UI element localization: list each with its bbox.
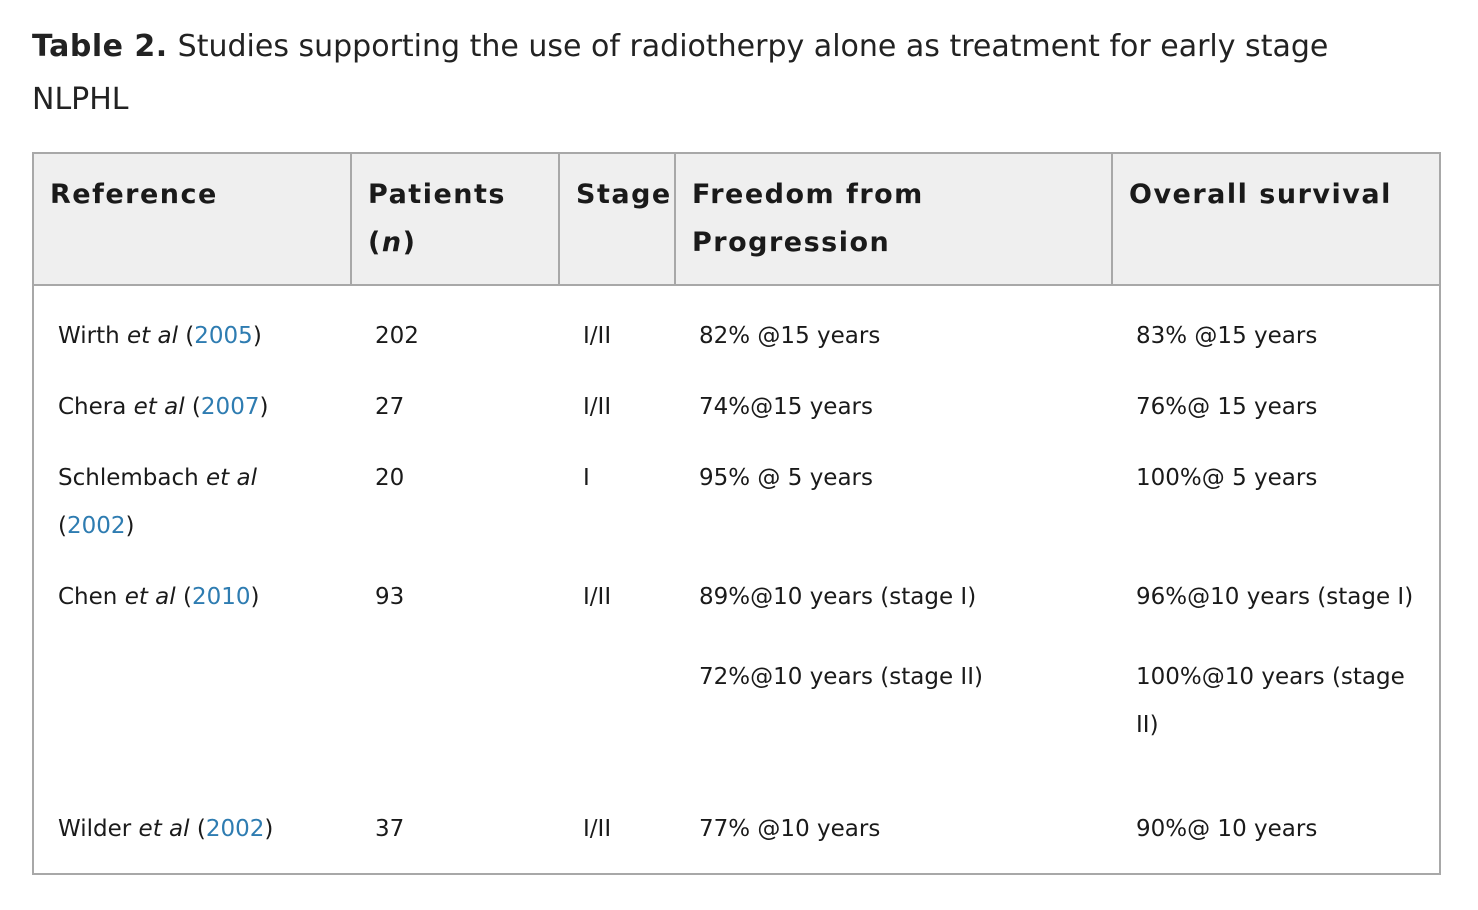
cell-patients: 37: [375, 816, 405, 842]
author: Wirth: [58, 323, 127, 349]
cell-stage: I: [583, 465, 590, 491]
cell-os: 100%@10 years (stage II): [1136, 664, 1405, 738]
cell-stage: [559, 653, 675, 805]
cell-reference: Wirth et al (2005): [58, 323, 262, 349]
year-link[interactable]: 2010: [191, 584, 251, 610]
cell-reference: [34, 653, 351, 805]
author: Chera: [58, 394, 134, 420]
cell-stage: I/II: [583, 816, 612, 842]
header-patients-n: n: [381, 227, 403, 258]
cell-stage: I/II: [583, 394, 612, 420]
cell-ffp: 82% @15 years: [699, 323, 881, 349]
header-patients: Patients (n): [351, 154, 560, 286]
cell-patients: 20: [375, 465, 405, 491]
cell-reference: Schlembach et al (2002): [58, 465, 257, 539]
cell-reference: Chen et al (2010): [58, 584, 260, 610]
et-al: et al: [133, 394, 185, 420]
cell-ffp: 95% @ 5 years: [699, 465, 873, 491]
cell-ffp: 72%@10 years (stage II): [699, 664, 983, 690]
header-stage: Stage: [559, 154, 676, 286]
author: Wilder: [58, 816, 139, 842]
cell-os: 76%@ 15 years: [1136, 394, 1318, 420]
cell-patients: [351, 653, 559, 805]
author: Chen: [58, 584, 125, 610]
data-table: Reference Patients (n) Stage Freedom from…: [32, 152, 1441, 875]
cell-reference: Wilder et al (2002): [58, 816, 274, 842]
header-os: Overall survival: [1112, 154, 1439, 286]
cell-ffp: 89%@10 years (stage I): [699, 584, 977, 610]
header-patients-label: Patients: [368, 179, 506, 210]
header-patients-paren-close: ): [402, 227, 417, 258]
cell-ffp: 74%@15 years: [699, 394, 873, 420]
year-link[interactable]: 2007: [200, 394, 260, 420]
table-caption: Table 2. Studies supporting the use of ra…: [32, 20, 1432, 126]
et-al: et al: [127, 323, 178, 349]
year-link[interactable]: 2002: [205, 816, 265, 842]
table-row: Chera et al (2007) 27 I/II 74%@15 years …: [34, 383, 1439, 454]
cell-stage: I/II: [583, 323, 612, 349]
table-title: Studies supporting the use of radiotherp…: [32, 29, 1329, 117]
table-label: Table 2.: [32, 29, 168, 64]
cell-patients: 202: [375, 323, 419, 349]
cell-os: 83% @15 years: [1136, 323, 1318, 349]
cell-stage: I/II: [583, 584, 612, 610]
table-row: Wilder et al (2002) 37 I/II 77% @10 year…: [34, 805, 1439, 873]
table-row: Schlembach et al (2002) 20 I 95% @ 5 year…: [34, 454, 1439, 573]
cell-os: 90%@ 10 years: [1136, 816, 1318, 842]
table-row: Wirth et al (2005) 202 I/II 82% @15 year…: [34, 285, 1439, 383]
header-patients-paren-open: (: [368, 227, 382, 258]
cell-os: 100%@ 5 years: [1136, 465, 1318, 491]
cell-reference: Chera et al (2007): [58, 394, 269, 420]
cell-os: 96%@10 years (stage I): [1136, 584, 1414, 610]
header-ffp: Freedom from Progression: [675, 154, 1113, 286]
author: Schlembach: [58, 465, 206, 491]
et-al: et al: [124, 584, 176, 610]
header-reference: Reference: [34, 154, 352, 286]
table-row-continuation: 72%@10 years (stage II) 100%@10 years (s…: [34, 653, 1439, 805]
table-row: Chen et al (2010) 93 I/II 89%@10 years (…: [34, 573, 1439, 653]
cell-ffp: 77% @10 years: [699, 816, 881, 842]
et-al: et al: [138, 816, 190, 842]
year-link[interactable]: 2005: [194, 323, 253, 349]
year-link[interactable]: 2002: [66, 513, 126, 539]
cell-patients: 27: [375, 394, 405, 420]
table-header-row: Reference Patients (n) Stage Freedom from…: [34, 154, 1439, 286]
cell-patients: 93: [375, 584, 405, 610]
et-al: et al: [206, 465, 257, 491]
